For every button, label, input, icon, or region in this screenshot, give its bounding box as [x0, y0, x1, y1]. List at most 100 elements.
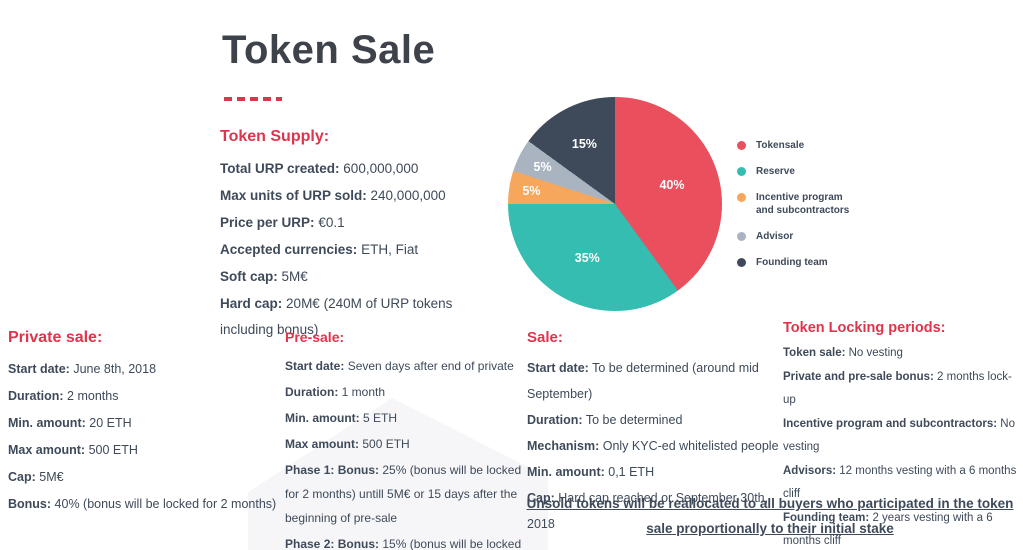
field-label: Private and pre-sale bonus: [783, 370, 934, 383]
pie-slice-label-reserve: 35% [574, 251, 600, 266]
pie-slice-label-founding: 15% [571, 136, 597, 151]
pie-chart: 40% 35% 5% 5% 15% [508, 97, 722, 311]
field: Phase 1: Bonus: 25% (bonus will be locke… [285, 458, 525, 530]
legend-dot-incentive [737, 193, 746, 202]
supply-field-label: Soft cap: [220, 269, 278, 284]
private-sale-heading: Private sale: [8, 329, 103, 346]
field-value: Only KYC-ed whitelisted people [602, 439, 779, 453]
field-value: 500 ETH [88, 443, 138, 457]
field-value: 20 ETH [89, 416, 132, 430]
field-label: Start date: [285, 359, 345, 373]
field: Start date: To be determined (around mid… [527, 355, 779, 407]
field-label: Duration: [527, 413, 583, 427]
field-value: Seven days after end of private [347, 359, 514, 373]
supply-field-value: €0.1 [318, 215, 345, 230]
field-value: To be determined (around mid September) [527, 361, 759, 401]
field: Min. amount: 20 ETH [8, 410, 278, 437]
field-value: 25% (bonus will be locked for 2 months) … [285, 463, 522, 525]
unsold-tokens-note: Unsold tokens will be reallocated to all… [526, 496, 1014, 536]
legend-label: Founding team [756, 257, 828, 268]
field-label: Phase 1: Bonus: [285, 463, 380, 477]
title-dashed-underline [224, 97, 282, 101]
field-value: 40% (bonus will be locked for 2 months) [54, 497, 277, 511]
sale-heading: Sale: [527, 329, 563, 346]
field-label: Max amount: [285, 437, 360, 451]
field-label: Min. amount: [285, 411, 360, 425]
field: Duration: 1 month [285, 380, 525, 404]
field-label: Max amount: [8, 443, 86, 457]
legend-label: Advisor [756, 231, 794, 242]
field-value: June 8th, 2018 [73, 362, 157, 376]
field: Founding team: 2 years vesting with a 6 … [783, 507, 1023, 550]
legend-dot-tokensale [737, 141, 746, 150]
token-supply-section: Token Supply: Total URP created: 600,000… [220, 128, 472, 344]
supply-field-value: 240,000,000 [370, 188, 446, 203]
field-value: 12 months vesting with a 6 months cliff [783, 464, 1017, 501]
pre-sale-heading: Pre-sale: [285, 329, 345, 345]
legend-dot-reserve [737, 167, 746, 176]
field: Phase 2: Bonus: 15% (bonus will be locke… [285, 532, 525, 550]
field-label: Duration: [8, 389, 64, 403]
pie-slice-label-advisor: 5% [533, 160, 552, 175]
legend-dot-founding [737, 258, 746, 267]
field: Bonus: 40% (bonus will be locked for 2 m… [8, 491, 278, 518]
field: Cap: Hard cap reached or September 30th,… [527, 485, 779, 537]
legend-item-advisor: Advisor [737, 230, 852, 243]
field-value: 5 ETH [363, 411, 398, 425]
field: Incentive program and subcontractors: No… [783, 413, 1023, 460]
field-label: Cap: [527, 491, 555, 505]
token-locking-heading: Token Locking periods: [783, 320, 946, 336]
field-value: 1 month [341, 385, 386, 399]
legend-label: Reserve [756, 166, 795, 177]
field-label: Founding team: [783, 511, 870, 524]
legend-item-founding: Founding team [737, 256, 852, 269]
pie-slice-label-incentive: 5% [522, 183, 541, 198]
field-label: Start date: [8, 362, 70, 376]
page-title: Token Sale [222, 28, 436, 72]
supply-field: Max units of URP sold: 240,000,000 [220, 183, 472, 209]
supply-field-label: Hard cap: [220, 296, 283, 311]
legend-label: Tokensale [756, 140, 805, 151]
field-value: Hard cap reached or September 30th, 2018 [527, 491, 769, 531]
field: Cap: 5M€ [8, 464, 278, 491]
field: Start date: Seven days after end of priv… [285, 354, 525, 378]
private-sale-section: Private sale: Start date: June 8th, 2018… [8, 329, 278, 518]
legend-item-tokensale: Tokensale [737, 139, 852, 152]
field-label: Incentive program and subcontractors: [783, 417, 998, 430]
field-label: Token sale: [783, 347, 846, 359]
supply-field-label: Price per URP: [220, 215, 315, 230]
field-value: 2 months [67, 389, 119, 403]
field-value: To be determined [585, 413, 683, 427]
field: Advisors: 12 months vesting with a 6 mon… [783, 460, 1023, 507]
field-label: Min. amount: [527, 465, 605, 479]
field: Duration: To be determined [527, 407, 779, 433]
supply-field: Price per URP: €0.1 [220, 210, 472, 236]
field-label: Bonus: [8, 497, 52, 511]
field: Mechanism: Only KYC-ed whitelisted peopl… [527, 433, 779, 459]
field-value: No vesting [848, 347, 903, 359]
supply-field-label: Total URP created: [220, 161, 340, 176]
pre-sale-section: Pre-sale: Start date: Seven days after e… [285, 329, 525, 550]
supply-field-value: 5M€ [281, 269, 308, 284]
supply-field: Total URP created: 600,000,000 [220, 156, 472, 182]
field-label: Mechanism: [527, 439, 600, 453]
sale-section: Sale: Start date: To be determined (arou… [527, 329, 779, 537]
field-value: 2 months lock-up [783, 370, 1012, 407]
field: Min. amount: 0,1 ETH [527, 459, 779, 485]
legend-label: Incentive program and subcontractors [756, 192, 850, 216]
field: Start date: June 8th, 2018 [8, 356, 278, 383]
field-value: 500 ETH [362, 437, 410, 451]
supply-field-value: 600,000,000 [343, 161, 419, 176]
token-supply-heading: Token Supply: [220, 128, 330, 145]
supply-field-label: Max units of URP sold: [220, 188, 367, 203]
supply-field-label: Accepted currencies: [220, 242, 358, 257]
field-value: No vesting [783, 417, 1015, 454]
chart-legend: Tokensale Reserve Incentive program and … [737, 139, 852, 282]
supply-field: Accepted currencies: ETH, Fiat [220, 237, 472, 263]
legend-dot-advisor [737, 232, 746, 241]
field-value: 2 years vesting with a 6 months cliff [783, 511, 993, 548]
field-value: 0,1 ETH [608, 465, 655, 479]
field: Token sale: No vesting [783, 342, 1023, 366]
